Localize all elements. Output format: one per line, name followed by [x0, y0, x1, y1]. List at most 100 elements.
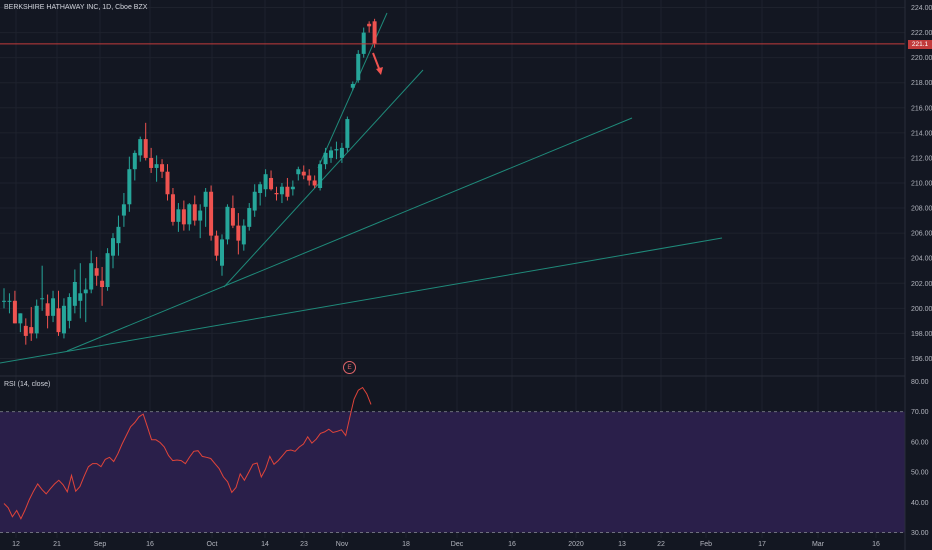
rsi-line[interactable]	[3, 386, 372, 520]
candle-body[interactable]	[29, 327, 34, 334]
candle-body[interactable]	[372, 21, 377, 44]
earnings-marker-icon[interactable]: E	[343, 361, 356, 374]
time-tick-label: Sep	[94, 541, 107, 548]
candle-body[interactable]	[356, 53, 361, 81]
candle-body[interactable]	[350, 83, 355, 88]
candle-body[interactable]	[154, 164, 159, 168]
candle-body[interactable]	[269, 177, 274, 190]
candle-body[interactable]	[323, 152, 328, 165]
time-tick-label: 17	[758, 541, 766, 548]
candle-body[interactable]	[334, 149, 339, 151]
candle-body[interactable]	[339, 147, 344, 158]
candle-body[interactable]	[127, 169, 132, 205]
time-tick-label: 2020	[568, 541, 584, 548]
candle-body[interactable]	[121, 204, 126, 216]
rsi-tick-label: 30.00	[911, 530, 929, 537]
trendline[interactable]	[0, 237, 723, 364]
trendline[interactable]	[223, 69, 424, 288]
candle-body[interactable]	[209, 191, 214, 236]
candle-body[interactable]	[367, 23, 372, 27]
candle-body[interactable]	[296, 169, 301, 175]
candle-body[interactable]	[138, 139, 143, 156]
candle-body[interactable]	[181, 209, 186, 225]
candle-body[interactable]	[160, 164, 165, 172]
candle-body[interactable]	[23, 325, 28, 336]
candle-body[interactable]	[307, 175, 312, 181]
candle-body[interactable]	[220, 239, 224, 266]
candle-body[interactable]	[40, 298, 45, 300]
candle-body[interactable]	[100, 280, 105, 288]
candle-body[interactable]	[149, 157, 154, 168]
trendline[interactable]	[317, 12, 388, 169]
candlestick-series[interactable]	[2, 18, 377, 345]
rsi-axis-labels: 30.00 40.00 50.00 60.00 70.00 80.00	[911, 379, 929, 537]
price-tick-label: 222.00	[911, 30, 932, 37]
candle-body[interactable]	[230, 208, 235, 226]
candle-body[interactable]	[214, 235, 219, 256]
candle-body[interactable]	[34, 305, 39, 334]
candle-body[interactable]	[12, 300, 17, 324]
candle-body[interactable]	[94, 268, 99, 276]
down-arrow-annotation	[372, 52, 383, 75]
candle-body[interactable]	[83, 289, 88, 294]
rsi-band-lines	[0, 411, 905, 533]
time-tick-label: 21	[53, 541, 61, 548]
rsi-tick-label: 70.00	[911, 409, 929, 416]
candle-body[interactable]	[312, 180, 317, 186]
candle-body[interactable]	[165, 171, 170, 195]
candle-body[interactable]	[285, 186, 290, 197]
trendline[interactable]	[66, 117, 633, 352]
candle-body[interactable]	[247, 208, 252, 227]
candle-body[interactable]	[72, 282, 77, 306]
time-tick-label: 16	[146, 541, 154, 548]
candle-body[interactable]	[192, 204, 197, 221]
candle-body[interactable]	[176, 209, 181, 222]
candle-body[interactable]	[170, 194, 175, 222]
candle-body[interactable]	[225, 206, 230, 240]
candle-body[interactable]	[329, 150, 333, 158]
candle-body[interactable]	[7, 300, 12, 302]
candle-body[interactable]	[361, 32, 366, 54]
price-tick-label: 198.00	[911, 331, 932, 338]
candle-body[interactable]	[318, 164, 323, 188]
candle-body[interactable]	[198, 210, 203, 221]
candle-body[interactable]	[132, 152, 137, 170]
candle-body[interactable]	[2, 300, 6, 302]
last-price-tag: 221.1	[908, 40, 932, 49]
time-tick-label: Dec	[451, 541, 464, 548]
time-tick-label: Mar	[812, 541, 825, 548]
candle-body[interactable]	[263, 174, 268, 190]
candle-body[interactable]	[111, 238, 115, 256]
time-tick-label: Oct	[207, 541, 218, 548]
candle-body[interactable]	[67, 297, 72, 321]
candle-body[interactable]	[241, 225, 246, 245]
candle-body[interactable]	[279, 186, 284, 195]
candle-body[interactable]	[252, 191, 257, 211]
candle-body[interactable]	[45, 303, 50, 316]
time-tick-label: 13	[618, 541, 626, 548]
candle-body[interactable]	[89, 263, 94, 290]
candle-body[interactable]	[18, 313, 23, 324]
candle-body[interactable]	[203, 191, 208, 207]
rsi-title: RSI (14, close)	[4, 381, 51, 388]
candle-body[interactable]	[56, 308, 61, 333]
candle-body[interactable]	[274, 193, 279, 195]
price-tick-label: 218.00	[911, 80, 932, 87]
candle-body[interactable]	[105, 253, 110, 288]
candle-body[interactable]	[301, 171, 306, 176]
candle-body[interactable]	[258, 184, 263, 194]
candle-body[interactable]	[345, 119, 350, 148]
candle-body[interactable]	[187, 204, 192, 225]
candle-body[interactable]	[143, 139, 148, 158]
time-tick-label: 16	[872, 541, 880, 548]
candle-body[interactable]	[116, 226, 121, 244]
candle-body[interactable]	[61, 305, 66, 334]
candle-body[interactable]	[51, 298, 56, 316]
candle-body[interactable]	[290, 186, 295, 190]
price-tick-label: 208.00	[911, 206, 932, 213]
candle-body[interactable]	[236, 225, 241, 241]
candle-body[interactable]	[78, 293, 83, 301]
price-tick-label: 220.00	[911, 55, 932, 62]
rsi-tick-label: 60.00	[911, 439, 929, 446]
